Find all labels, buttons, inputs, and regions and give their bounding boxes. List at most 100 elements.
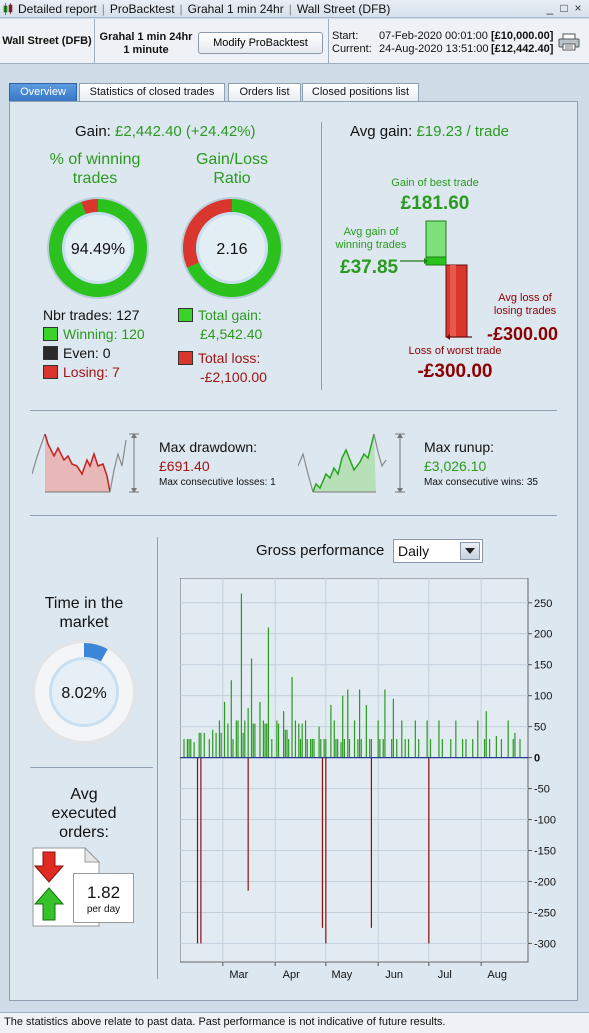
trade-range-bars — [400, 220, 472, 340]
time-in-market-text: 8.02% — [61, 685, 106, 702]
gain-value: £2,442.40 (+24.42%) — [115, 123, 256, 140]
system-name: Grahal 1 min 24hr 1 minute — [96, 31, 196, 57]
total-loss-label: Total loss: — [198, 350, 261, 366]
time-in-market-arc — [84, 643, 108, 662]
y-tick-label: -50 — [534, 784, 550, 796]
title-item: Grahal 1 min 24hr — [187, 2, 284, 16]
runup-sparkline — [298, 433, 405, 493]
x-tick-label: Jul — [438, 969, 452, 981]
avg-winning-value: £37.85 — [340, 257, 399, 278]
avg-losing-value: -£300.00 — [487, 324, 559, 344]
maximize-button[interactable]: □ — [560, 1, 568, 15]
divider — [30, 410, 557, 411]
chart-y-axis: 250 200 150 100 50 0 -50 -100 -150 -200 -250 -300 — [528, 598, 556, 950]
winning-count: Winning: 120 — [63, 326, 145, 342]
tab-statistics-closed-trades[interactable]: Statistics of closed trades — [79, 83, 225, 101]
total-gain-icon — [178, 308, 193, 322]
overview-panel: Gain: £2,442.40 (+24.42%) % of winning t… — [9, 101, 578, 1001]
current-capital: [£12,442.40] — [491, 43, 554, 55]
winning-trades-title: % of winning trades — [32, 150, 158, 188]
ratio-text: 2.16 — [216, 241, 247, 258]
avg-gain-label: Avg gain: — [350, 123, 413, 140]
chart-bars — [180, 593, 528, 944]
winning-title-line: % of winning — [49, 151, 141, 168]
nbr-trades: Nbr trades: 127 — [43, 307, 140, 323]
avg-orders-line: executed — [51, 805, 117, 822]
period-selected-value: Daily — [398, 543, 430, 559]
tab-orders-list[interactable]: Orders list — [228, 83, 301, 101]
gross-performance-title: Gross performance — [256, 542, 385, 559]
even-count: Even: 0 — [63, 345, 111, 361]
title-item: Wall Street (DFB) — [296, 2, 391, 16]
max-consecutive-wins: Max consecutive wins: 35 — [424, 477, 538, 488]
avg-orders-line: orders: — [59, 824, 109, 841]
avg-winning-label: Avg gain of winning trades — [325, 226, 417, 252]
x-tick-label: Mar — [229, 969, 248, 981]
chevron-down-icon[interactable] — [460, 542, 480, 560]
y-tick-label: 100 — [534, 691, 552, 703]
start-capital: [£10,000.00] — [491, 30, 554, 42]
total-gain-summary: Gain: £2,442.40 (+24.42%) — [75, 123, 256, 140]
minimize-button[interactable]: _ — [546, 1, 554, 15]
avg-loss-label-line: Avg loss of — [498, 292, 552, 304]
loss-arc — [183, 199, 232, 268]
tab-closed-positions-list[interactable]: Closed positions list — [302, 83, 419, 101]
candlestick-icon — [3, 3, 13, 15]
divider — [30, 767, 153, 768]
total-loss-value: -£2,100.00 — [200, 369, 267, 385]
printer-icon[interactable] — [558, 33, 580, 51]
current-date: 24-Aug-2020 13:51:00 — [379, 43, 489, 55]
best-trade-label: Gain of best trade — [391, 177, 479, 189]
ratio-title-line: Gain/Loss — [195, 151, 269, 168]
title-item: Detailed report — [18, 2, 97, 16]
system-name-line: Grahal 1 min 24hr — [99, 31, 193, 43]
total-gain-label: Total gain: — [198, 307, 262, 323]
losing-legend-icon — [43, 365, 58, 379]
x-tick-label: Aug — [487, 969, 507, 981]
worst-trade-label: Loss of worst trade — [408, 345, 502, 357]
losing-count: Losing: 7 — [63, 364, 120, 380]
y-tick-label: 0 — [534, 753, 540, 765]
time-in-market-donut: 8.02% — [32, 640, 136, 744]
period-dropdown[interactable]: Daily — [393, 539, 483, 563]
total-loss-icon — [178, 351, 193, 365]
losing-arc — [81, 199, 98, 215]
divider — [30, 515, 557, 516]
avg-win-label-line: Avg gain of — [343, 226, 399, 238]
gross-performance-chart: 250 200 150 100 50 0 -50 -100 -150 -200 -250 -300 M… — [180, 578, 556, 981]
total-gain-value: £4,542.40 — [200, 326, 263, 342]
chart-plot-area — [180, 578, 529, 963]
avg-gain-summary: Avg gain: £19.23 / trade — [350, 123, 509, 140]
title-bar-text: Detailed report | ProBacktest | Grahal 1 min… — [18, 2, 391, 16]
max-consecutive-losses: Max consecutive losses: 1 — [159, 477, 276, 488]
gain-loss-ratio-donut: 2.16 — [181, 197, 283, 299]
avg-executed-orders-title: Avg executed orders: — [30, 785, 138, 842]
avg-losing-label: Avg loss of losing trades — [480, 292, 570, 318]
trade-counts: Nbr trades: 127 Winning: 120 Even: 0 Los… — [43, 306, 145, 382]
x-tick-label: Jun — [385, 969, 403, 981]
winning-title-line: trades — [72, 170, 118, 187]
avg-orders-box: 1.82 per day — [73, 873, 134, 923]
tab-overview[interactable]: Overview — [9, 83, 77, 101]
window-controls: _ □ × — [543, 1, 585, 15]
x-tick-label: May — [331, 969, 352, 981]
max-runup-label: Max runup: — [424, 439, 495, 455]
y-tick-label: 250 — [534, 598, 552, 610]
winning-pct-text: 94.49% — [71, 241, 125, 258]
even-legend-icon — [43, 346, 58, 360]
close-button[interactable]: × — [574, 1, 582, 15]
avg-gain-value: £19.23 / trade — [416, 123, 510, 140]
avg-orders-unit: per day — [86, 904, 121, 915]
ratio-title-line: Ratio — [213, 170, 251, 187]
avg-win-label-line: winning trades — [335, 239, 407, 251]
disclaimer-text: The statistics above relate to past data… — [4, 1016, 446, 1028]
max-drawdown-value: £691.40 — [159, 458, 210, 474]
gain-loss-ratio-title: Gain/Loss Ratio — [178, 150, 286, 188]
divider — [157, 537, 158, 979]
backtest-dates: Start: 07-Feb-2020 00:01:00 [£10,000.00] C… — [328, 19, 554, 64]
total-gain-loss: Total gain: £4,542.40 Total loss: -£2,10… — [178, 306, 267, 387]
time-in-market-title: Time in the market — [30, 594, 138, 632]
y-tick-label: -200 — [534, 876, 556, 888]
modify-probacktest-button[interactable]: Modify ProBacktest — [198, 32, 323, 54]
y-tick-label: 150 — [534, 660, 552, 672]
